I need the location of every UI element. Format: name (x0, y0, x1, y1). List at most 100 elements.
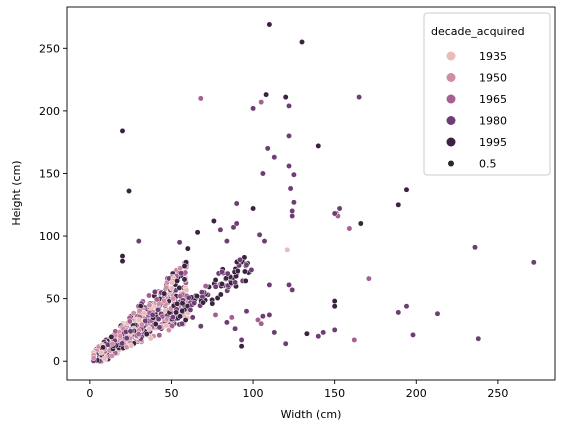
data-point (336, 205, 343, 212)
data-point (187, 306, 194, 313)
data-point (250, 105, 257, 112)
legend-marker (446, 51, 456, 61)
data-point (530, 259, 537, 266)
data-point (179, 307, 186, 314)
data-point (109, 352, 115, 359)
x-tick-label: 200 (406, 387, 427, 400)
data-point (395, 309, 402, 316)
x-tick-label: 150 (324, 387, 345, 400)
data-point (123, 335, 130, 342)
x-tick-label: 50 (164, 387, 178, 400)
data-point (261, 238, 268, 245)
legend-marker (446, 116, 456, 125)
data-point (163, 322, 169, 329)
data-point (315, 333, 322, 340)
data-point (331, 326, 338, 333)
data-point (182, 317, 189, 323)
data-point (200, 299, 206, 306)
data-point (189, 314, 196, 321)
data-point (233, 200, 240, 207)
data-point (282, 340, 289, 347)
data-point (161, 290, 168, 297)
data-point (173, 309, 180, 316)
data-point (156, 324, 163, 331)
data-point (169, 322, 176, 329)
data-point (284, 246, 291, 253)
data-point (258, 320, 265, 327)
data-point (141, 310, 148, 317)
data-point (101, 355, 108, 362)
data-point (177, 293, 184, 300)
data-point (90, 355, 97, 361)
data-point (183, 287, 190, 294)
data-point (403, 303, 410, 310)
data-point (234, 268, 241, 274)
data-point (178, 320, 185, 327)
data-point (135, 331, 142, 338)
data-point (223, 319, 230, 326)
data-point (194, 293, 200, 300)
data-point (395, 201, 402, 208)
legend-label: 0.5 (479, 158, 497, 171)
data-point (243, 308, 250, 315)
y-axis-ticks: 0 50 100 150 200 250 (39, 42, 67, 368)
data-point (320, 329, 327, 336)
data-point (403, 186, 410, 193)
data-point (153, 296, 160, 303)
x-axis-label: Width (cm) (281, 408, 342, 421)
data-point (331, 210, 338, 217)
data-point (346, 225, 353, 232)
data-point (126, 318, 133, 325)
data-point (242, 277, 249, 284)
legend-label: 1980 (479, 115, 507, 128)
y-axis-label: Height (cm) (10, 160, 23, 225)
data-point (136, 317, 143, 324)
data-point (331, 303, 338, 310)
data-point (135, 238, 142, 245)
data-point (237, 256, 243, 263)
data-point (258, 99, 265, 106)
data-point (119, 127, 126, 134)
data-point (228, 314, 235, 321)
data-point (179, 300, 186, 307)
data-point (248, 266, 255, 273)
data-point (108, 333, 115, 340)
x-tick-label: 0 (86, 387, 93, 400)
data-point (100, 344, 106, 351)
legend-title: decade_acquired (431, 25, 525, 38)
data-point (303, 330, 310, 337)
data-point (256, 231, 263, 238)
data-point (266, 21, 273, 28)
legend-marker (446, 94, 456, 104)
y-tick-label: 100 (39, 230, 60, 243)
data-point (233, 220, 240, 227)
data-point (410, 331, 416, 338)
legend-label: 1965 (479, 93, 507, 106)
y-tick-label: 150 (39, 167, 60, 180)
data-point (287, 185, 294, 192)
data-point (174, 277, 181, 284)
data-point (212, 283, 219, 290)
data-point (289, 208, 296, 214)
data-point (357, 220, 364, 227)
data-point (169, 314, 176, 321)
data-point (119, 340, 126, 347)
data-point (286, 132, 292, 139)
data-point (217, 291, 224, 298)
data-point (365, 275, 372, 282)
data-point (250, 205, 257, 212)
data-point (286, 163, 292, 169)
data-point (147, 335, 154, 342)
y-tick-label: 200 (39, 105, 60, 118)
data-point (475, 335, 482, 342)
legend-label: 1995 (479, 136, 507, 149)
data-point (149, 311, 156, 318)
data-point (271, 154, 278, 161)
data-point (217, 226, 224, 233)
data-point (356, 94, 363, 101)
data-point (112, 328, 119, 335)
data-point (230, 224, 237, 231)
data-point (174, 300, 181, 307)
legend-box (423, 12, 551, 176)
data-point (290, 171, 297, 178)
